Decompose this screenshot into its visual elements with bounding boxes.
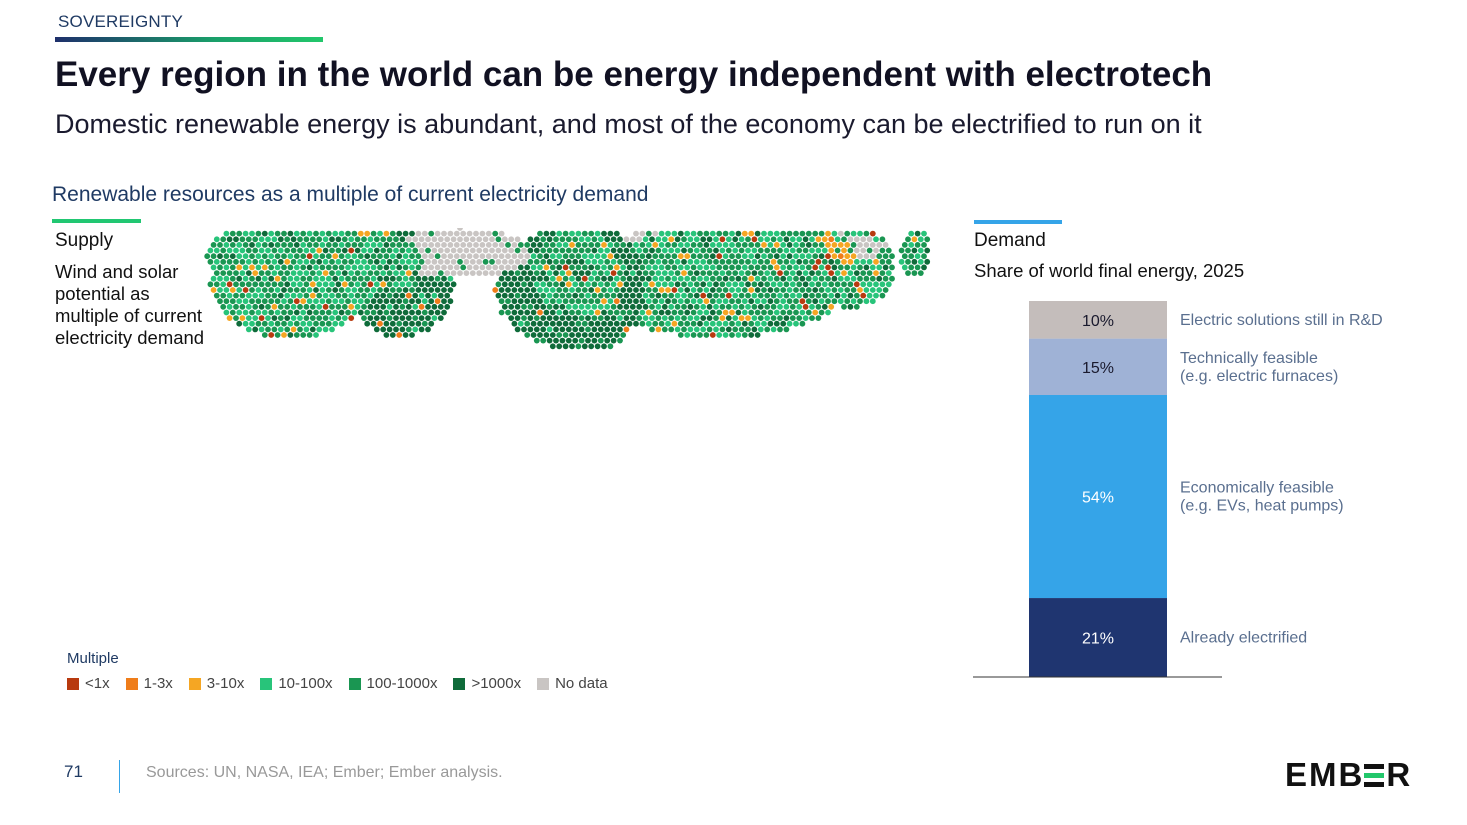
legend-item: 10-100x — [260, 675, 333, 692]
section-label: SOVEREIGNTY — [58, 12, 184, 31]
legend-swatch — [125, 677, 138, 690]
demand-description: Share of world final energy, 2025 — [974, 260, 1245, 281]
demand-divider — [974, 220, 1062, 224]
bar-segment — [1029, 338, 1167, 395]
legend-swatch — [188, 677, 201, 690]
legend-label: 10-100x — [278, 675, 333, 692]
legend-item: 1-3x — [125, 675, 173, 692]
legend-swatch — [537, 677, 550, 690]
bar-segment — [1029, 598, 1167, 677]
legend-title: Multiple — [67, 650, 119, 667]
series-label: Economically feasible (e.g. EVs, heat pum… — [1180, 480, 1344, 515]
ember-logo-e-icon — [1364, 762, 1386, 788]
legend-swatch — [453, 677, 466, 690]
legend-label: >1000x — [471, 675, 522, 692]
section-divider — [55, 37, 323, 42]
legend-swatch — [67, 677, 79, 690]
series-label: Technically feasible (e.g. electric furna… — [1180, 350, 1338, 385]
supply-label: Supply — [55, 230, 114, 251]
legend-swatch — [260, 677, 273, 690]
map-heading: Renewable resources as a multiple of cur… — [52, 183, 649, 206]
legend-item: <1x — [67, 675, 110, 692]
legend-label: 100-1000x — [366, 675, 438, 692]
series-label: Already electrified — [1180, 630, 1307, 647]
legend-label: 1-3x — [143, 675, 173, 692]
legend-swatch — [348, 677, 361, 690]
bar-data-label: 21% — [1082, 631, 1114, 648]
legend-label: No data — [555, 675, 608, 692]
page-title: Every region in the world can be energy … — [55, 55, 1213, 94]
series-label: Electric solutions still in R&D — [1180, 312, 1383, 329]
legend-label: 3-10x — [206, 675, 245, 692]
bar-data-label: 54% — [1082, 490, 1114, 507]
sources-note: Sources: UN, NASA, IEA; Ember; Ember ana… — [146, 764, 503, 781]
map-hex-cells — [204, 228, 931, 350]
world-hex-map — [204, 228, 931, 350]
legend-item: No data — [537, 675, 608, 692]
page-number: 71 — [64, 762, 83, 781]
bar-segment — [1029, 395, 1167, 599]
demand-label: Demand — [974, 230, 1046, 251]
bar-data-label: 10% — [1082, 313, 1114, 330]
supply-description: Wind and solar potential as multiple of … — [55, 261, 205, 348]
bar-segment — [1029, 301, 1167, 339]
footer-divider — [119, 760, 120, 793]
page-subtitle: Domestic renewable energy is abundant, a… — [55, 109, 1202, 139]
legend-label: <1x — [85, 675, 110, 692]
map-legend: <1x 1-3x 3-10x 10-100x 100-1000x >1000x No dat… — [67, 675, 624, 692]
legend-item: 3-10x — [188, 675, 245, 692]
ember-logo: EMB R — [1285, 756, 1413, 793]
legend-item: >1000x — [453, 675, 521, 692]
demand-stacked-bar-chart: 21% Already electrified 54% Economically fe… — [973, 301, 1383, 678]
supply-divider — [52, 219, 141, 223]
bar-data-label: 15% — [1082, 360, 1114, 377]
legend-item: 100-1000x — [348, 675, 438, 692]
